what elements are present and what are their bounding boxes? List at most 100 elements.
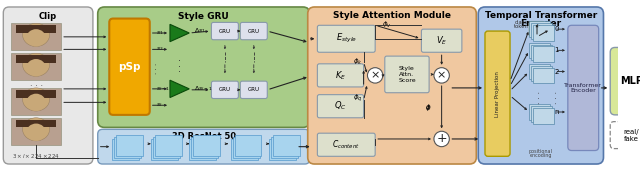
Text: n: n [554, 109, 559, 115]
Bar [269, 139, 296, 160]
Ellipse shape [26, 29, 45, 47]
FancyBboxPatch shape [485, 31, 510, 156]
Text: ×: × [371, 70, 380, 80]
Text: pSp: pSp [118, 62, 141, 72]
Text: · · ·: · · · [553, 91, 562, 104]
Text: $\phi_k$: $\phi_k$ [353, 57, 363, 67]
Text: Style GRU: Style GRU [179, 12, 229, 21]
Text: 2: 2 [554, 69, 559, 75]
Text: $\phi$: $\phi$ [425, 103, 431, 113]
Ellipse shape [26, 59, 45, 76]
Text: Clip: Clip [38, 12, 57, 21]
Bar [16, 25, 56, 33]
Text: $C_{content}$: $C_{content}$ [332, 139, 360, 151]
Text: GRU: GRU [248, 29, 260, 34]
Bar [529, 43, 550, 58]
FancyBboxPatch shape [568, 25, 598, 150]
Text: · · ·: · · · [29, 82, 43, 91]
Text: $\phi_v$: $\phi_v$ [382, 20, 392, 30]
Text: $V_E$: $V_E$ [436, 34, 447, 47]
FancyBboxPatch shape [610, 47, 640, 115]
FancyBboxPatch shape [529, 21, 545, 37]
Text: GRU: GRU [248, 87, 260, 92]
Text: $\Delta s_1$: $\Delta s_1$ [194, 26, 206, 35]
FancyBboxPatch shape [240, 81, 268, 98]
Ellipse shape [22, 53, 49, 76]
Text: Transformer
Encoder: Transformer Encoder [564, 83, 602, 93]
Circle shape [434, 68, 449, 83]
Bar [529, 64, 550, 79]
Circle shape [367, 68, 383, 83]
FancyBboxPatch shape [109, 18, 150, 115]
Text: $K_E$: $K_E$ [335, 69, 346, 82]
FancyBboxPatch shape [385, 56, 429, 93]
Circle shape [434, 131, 449, 147]
Bar [273, 135, 300, 156]
Text: $\Delta s_{l-1}$: $\Delta s_{l-1}$ [194, 84, 212, 93]
Bar [11, 88, 61, 115]
Text: $3\times l\times224\times224$: $3\times l\times224\times224$ [12, 152, 60, 160]
FancyBboxPatch shape [317, 95, 364, 118]
Text: ·: · [178, 62, 181, 72]
Text: Style Attention Module: Style Attention Module [333, 11, 451, 20]
Text: +: + [436, 133, 447, 146]
Ellipse shape [22, 23, 49, 47]
Text: token: token [514, 24, 529, 29]
Text: GRU: GRU [219, 29, 231, 34]
Text: ×: × [437, 70, 446, 80]
Bar [271, 137, 298, 158]
Bar [112, 139, 139, 160]
Text: $\phi$: $\phi$ [425, 102, 431, 112]
Bar [531, 106, 552, 122]
FancyBboxPatch shape [211, 22, 238, 40]
Text: positional: positional [529, 149, 553, 154]
Bar [234, 135, 262, 156]
Bar [533, 47, 554, 62]
Bar [531, 66, 552, 81]
Text: GRU: GRU [219, 87, 231, 92]
Bar [150, 139, 178, 160]
Text: · · ·: · · · [536, 91, 545, 104]
Text: Linear Projection: Linear Projection [495, 71, 500, 117]
FancyBboxPatch shape [317, 64, 364, 87]
Bar [533, 108, 554, 124]
FancyBboxPatch shape [98, 7, 310, 127]
Bar [191, 137, 218, 158]
Bar [193, 135, 220, 156]
FancyBboxPatch shape [3, 7, 93, 164]
FancyBboxPatch shape [317, 133, 375, 156]
Bar [11, 118, 61, 145]
Text: Temporal Transformer: Temporal Transformer [484, 11, 597, 20]
Text: Encoder: Encoder [520, 18, 561, 28]
Text: encoding: encoding [530, 153, 552, 158]
Ellipse shape [22, 88, 49, 111]
Bar [531, 23, 552, 39]
FancyBboxPatch shape [308, 7, 476, 164]
Text: MLP: MLP [620, 76, 640, 86]
Bar [16, 90, 56, 97]
FancyBboxPatch shape [610, 122, 640, 149]
Text: $s_2$: $s_2$ [156, 45, 163, 53]
FancyBboxPatch shape [98, 129, 310, 164]
FancyBboxPatch shape [211, 81, 238, 98]
Text: · · ·: · · · [154, 63, 161, 74]
Bar [116, 135, 143, 156]
Bar [529, 21, 550, 37]
Text: *: * [534, 24, 540, 34]
Text: class: class [515, 21, 528, 25]
Bar [11, 53, 61, 80]
FancyBboxPatch shape [240, 22, 268, 40]
Text: $Q_C$: $Q_C$ [334, 100, 347, 113]
Bar [152, 137, 180, 158]
Bar [529, 104, 550, 120]
Bar [16, 55, 56, 63]
Ellipse shape [26, 94, 45, 111]
Bar [155, 135, 182, 156]
FancyBboxPatch shape [421, 29, 462, 52]
Text: $s_l$: $s_l$ [156, 101, 162, 109]
Text: ·: · [178, 68, 181, 77]
Text: $s_1$: $s_1$ [156, 29, 163, 37]
Bar [232, 137, 260, 158]
Text: Style
Attn.
Score: Style Attn. Score [398, 66, 416, 83]
Ellipse shape [22, 118, 49, 141]
